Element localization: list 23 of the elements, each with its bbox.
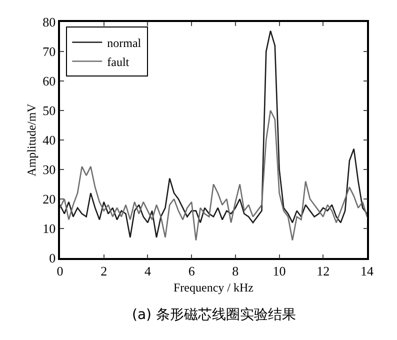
legend-label: fault bbox=[107, 54, 130, 69]
x-tick-label: 10 bbox=[272, 263, 286, 278]
text: (a) 条形磁芯线圈实验结果 bbox=[132, 307, 296, 323]
y-tick-label: 20 bbox=[42, 192, 56, 207]
y-tick-label: 40 bbox=[42, 132, 56, 148]
legend-label: normal bbox=[107, 36, 142, 50]
line-series bbox=[60, 110, 367, 241]
x-tick-label: 2 bbox=[100, 263, 108, 278]
y-tick-label: 60 bbox=[42, 74, 56, 89]
x-tick-label: 12 bbox=[316, 263, 330, 278]
x-tick-label: 14 bbox=[360, 263, 374, 278]
y-tick-label: 50 bbox=[42, 103, 56, 118]
x-tick-label: 8 bbox=[232, 263, 239, 278]
x-axis-title: Frequency / kHz bbox=[174, 280, 254, 295]
x-tick-label: 6 bbox=[188, 263, 196, 278]
y-tick-label: 30 bbox=[42, 162, 56, 178]
y-tick-label: 10 bbox=[42, 221, 56, 236]
y-tick-label: 70 bbox=[42, 44, 56, 60]
line-series bbox=[60, 30, 367, 238]
y-axis-title: Amplitude/mV bbox=[24, 103, 38, 176]
x-tick-label: 4 bbox=[144, 263, 152, 278]
y-tick-label: 80 bbox=[42, 14, 56, 30]
y-tick-label: 0 bbox=[49, 250, 56, 266]
